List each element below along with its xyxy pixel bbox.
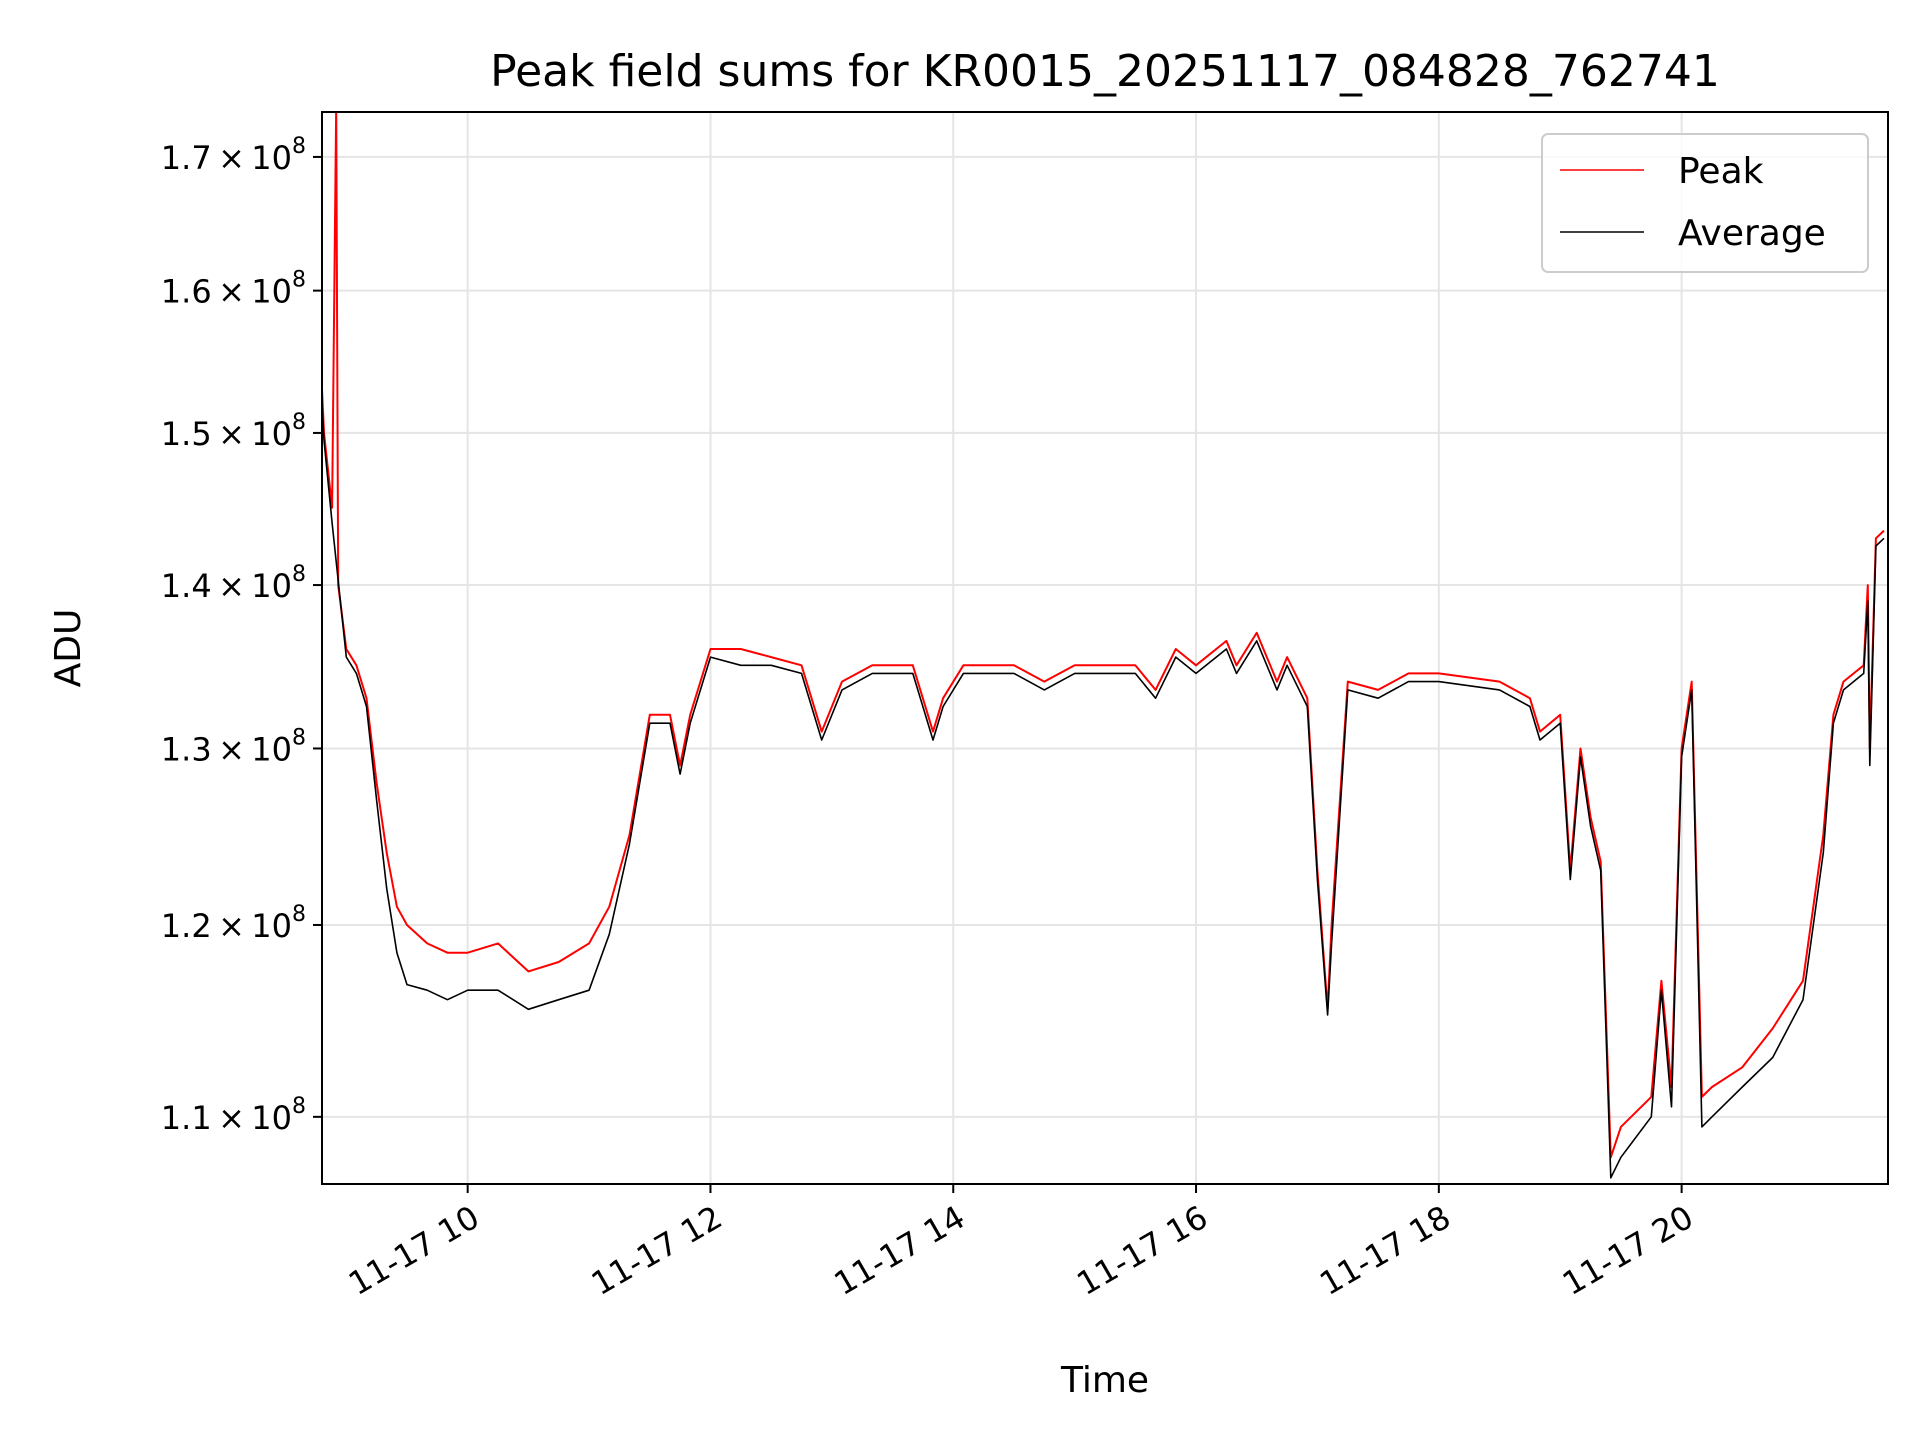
y-tick-label: 1.6 × 108 <box>161 268 306 311</box>
y-tick-label: 1.5 × 108 <box>161 410 306 453</box>
x-tick-label: 11-17 10 <box>342 1198 486 1303</box>
y-axis-label: ADU <box>48 609 89 688</box>
chart-title: Peak field sums for KR0015_20251117_0848… <box>490 46 1720 97</box>
x-tick-label: 11-17 20 <box>1556 1198 1700 1303</box>
y-tick-label: 1.2 × 108 <box>161 902 306 945</box>
x-axis-ticks: 11-17 10 11-17 12 11-17 14 11-17 16 11-17 18… <box>342 1184 1700 1303</box>
x-tick-label: 11-17 16 <box>1070 1198 1214 1303</box>
legend-label-peak: Peak <box>1678 151 1764 192</box>
grid-layer <box>322 112 1888 1184</box>
series-line-peak <box>322 112 1885 1159</box>
x-tick-label: 11-17 18 <box>1313 1198 1457 1303</box>
y-tick-label: 1.1 × 108 <box>161 1094 306 1137</box>
x-tick-label: 11-17 14 <box>828 1198 972 1303</box>
y-tick-label: 1.7 × 108 <box>161 134 306 177</box>
legend-label-average: Average <box>1678 213 1826 254</box>
y-tick-label: 1.4 × 108 <box>161 562 306 605</box>
y-axis-ticks: 1.1 × 108 1.2 × 108 1.3 × 108 1.4 × 108 1.5 … <box>161 134 322 1137</box>
x-axis-label: Time <box>1060 1360 1149 1401</box>
plot-frame <box>321 111 1889 1185</box>
x-tick-label: 11-17 12 <box>585 1198 729 1303</box>
series-line-average <box>322 403 1885 1179</box>
plot-lines <box>322 112 1885 1179</box>
legend-box <box>1541 133 1869 273</box>
legend: Peak Average <box>1541 133 1869 273</box>
y-tick-label: 1.3 × 108 <box>161 725 306 768</box>
